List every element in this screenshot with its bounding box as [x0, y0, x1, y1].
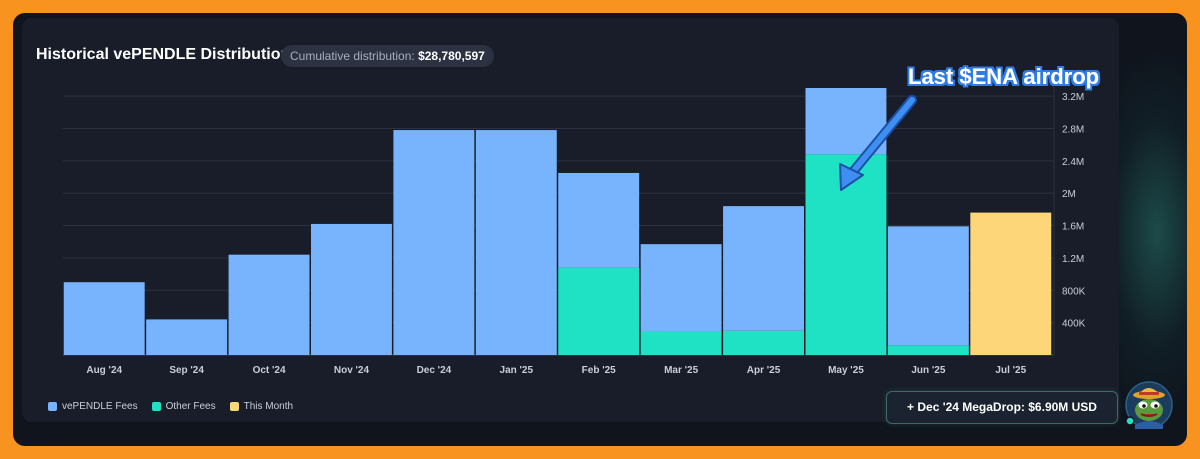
bar-segment[interactable]	[970, 212, 1052, 355]
legend-label: This Month	[243, 401, 294, 412]
y-tick-label: 400K	[1062, 319, 1086, 330]
x-tick-label: Feb '25	[582, 365, 616, 376]
avatar-hat-band	[1139, 392, 1159, 395]
x-tick-label: Mar '25	[664, 365, 699, 376]
legend-swatch-vependle	[48, 402, 57, 411]
y-tick-label: 2.4M	[1062, 157, 1084, 168]
ena-airdrop-annotation: Last $ENA airdrop	[839, 64, 1099, 191]
bar-segment[interactable]	[146, 319, 228, 355]
bar-segment[interactable]	[640, 244, 722, 332]
bar-segment[interactable]	[393, 130, 475, 355]
x-tick-label: May '25	[828, 365, 864, 376]
x-tick-label: Nov '24	[334, 365, 370, 376]
x-axis-ticks: Aug '24 Sep '24 Oct '24 Nov '24 Dec '24 Jan '…	[86, 365, 1026, 376]
bar-segment[interactable]	[558, 172, 640, 268]
avatar-shirt	[1135, 421, 1163, 429]
bar-segment[interactable]	[723, 330, 804, 355]
annotation-arrow-head	[839, 163, 864, 191]
y-axis-ticks: 400K 800K 1.2M 1.6M 2M 2.4M 2.8M 3.2M	[1062, 92, 1086, 330]
annotation-text: Last $ENA airdrop	[908, 64, 1099, 89]
legend-item-vependle-fees: vePENDLE Fees	[48, 401, 138, 412]
y-tick-label: 800K	[1062, 286, 1086, 297]
avatar-pupil-right	[1154, 404, 1158, 408]
legend-label: vePENDLE Fees	[62, 401, 138, 412]
bar-segment[interactable]	[475, 130, 557, 355]
x-tick-label: Sep '24	[169, 365, 204, 376]
megadrop-button[interactable]: + Dec '24 MegaDrop: $6.90M USD	[886, 391, 1118, 424]
x-tick-label: Aug '24	[86, 365, 122, 376]
bars	[63, 88, 1052, 355]
x-tick-label: Apr '25	[747, 365, 781, 376]
y-tick-label: 1.6M	[1062, 222, 1084, 233]
legend-item-other-fees: Other Fees	[151, 401, 216, 412]
x-tick-label: Dec '24	[417, 365, 452, 376]
avatar-mouth	[1140, 413, 1158, 417]
bar-chart: 400K 800K 1.2M 1.6M 2M 2.4M 2.8M 3.2M Aug '24 Se…	[63, 64, 1099, 376]
bar-segment[interactable]	[640, 331, 722, 355]
x-tick-label: Oct '24	[253, 365, 286, 376]
y-tick-label: 2M	[1062, 189, 1076, 200]
legend-swatch-this-month	[229, 402, 239, 411]
bar-segment[interactable]	[723, 206, 804, 331]
avatar-status-dot	[1125, 416, 1135, 426]
bar-segment[interactable]	[311, 223, 392, 355]
bar-segment[interactable]	[63, 282, 145, 355]
annotation-arrow-shaft-inner	[844, 97, 915, 182]
bar-segment[interactable]	[887, 345, 969, 355]
avatar[interactable]	[1125, 381, 1173, 429]
bar-segment[interactable]	[887, 226, 969, 346]
bar-segment[interactable]	[558, 267, 640, 355]
cumulative-distribution-badge: Cumulative distribution: $28,780,597	[281, 45, 494, 67]
x-tick-label: Jan '25	[500, 365, 534, 376]
cumulative-value: $28,780,597	[418, 49, 485, 63]
avatar-pupil-left	[1142, 404, 1146, 408]
y-tick-label: 2.8M	[1062, 124, 1084, 135]
chart-title: Historical vePENDLE Distribution	[36, 46, 291, 63]
chart-legend: vePENDLE Fees Other Fees This Month	[48, 401, 293, 412]
y-tick-label: 1.2M	[1062, 254, 1084, 265]
avatar-face	[1135, 399, 1163, 421]
bar-segment[interactable]	[228, 254, 310, 355]
x-tick-label: Jun '25	[911, 365, 945, 376]
cumulative-label: Cumulative distribution:	[290, 49, 415, 63]
legend-swatch-other	[151, 402, 161, 411]
y-tick-label: 3.2M	[1062, 92, 1084, 103]
legend-item-this-month: This Month	[229, 401, 294, 412]
x-tick-label: Jul '25	[995, 365, 1026, 376]
legend-label: Other Fees	[165, 401, 216, 412]
